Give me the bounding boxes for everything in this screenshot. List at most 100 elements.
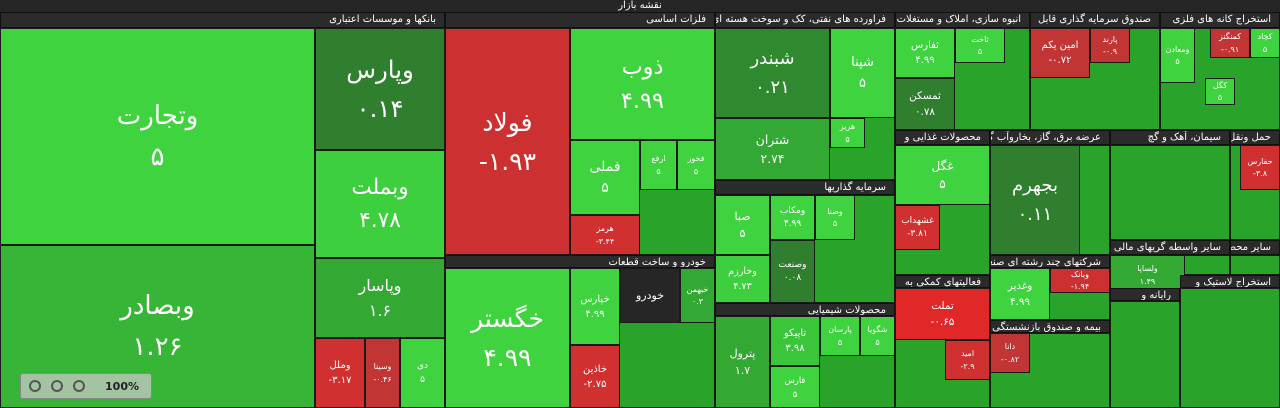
- stock-change: ۵: [656, 166, 661, 176]
- stock-tile: خاذین -۲.۷۵: [570, 345, 620, 408]
- stock-name: کگل: [1212, 80, 1228, 90]
- stock-tile: کچاد ۵: [1250, 28, 1280, 58]
- stock-tile: فملی ۵: [570, 140, 640, 215]
- sector-header: استخراج کانه های فلزی: [1160, 12, 1280, 28]
- stock-name: وپاسار: [358, 275, 402, 295]
- sector-header: محصولات شیمیایی: [715, 303, 895, 316]
- stock-tile: وپارس ۰.۱۴: [315, 28, 445, 150]
- stock-name: صبا: [734, 209, 751, 223]
- zoom-level: 100%: [105, 380, 139, 393]
- stock-change: ۴.۹۹: [585, 308, 605, 320]
- sector-header: صندوق سرمایه گذاری قابل: [1030, 12, 1160, 28]
- stock-change: ۰.۲۱: [755, 76, 790, 98]
- stock-name: ومکاب: [779, 205, 806, 216]
- stock-tile: کگل ۵: [1205, 78, 1235, 105]
- stock-change: -۱.۹۴: [1070, 282, 1090, 292]
- stock-name: وصنعت: [778, 259, 807, 270]
- stock-change: ۰.۱۱: [1017, 203, 1053, 225]
- stock-change: ۳.۹۸: [785, 343, 805, 354]
- zoom-in[interactable]: [29, 380, 41, 392]
- stock-name: وسینا: [373, 362, 392, 372]
- stock-name: ومعادن: [1165, 44, 1190, 54]
- stock-name: وغدیر: [1007, 279, 1033, 292]
- stock-tile: صبا ۵: [715, 195, 770, 255]
- stock-name: امید: [960, 349, 975, 359]
- stock-name: وبانک: [1071, 269, 1089, 279]
- stock-change: ۴.۷۸: [359, 208, 401, 234]
- stock-change: -۳.۴۴: [595, 236, 615, 246]
- zoom-control[interactable]: 100%: [20, 373, 152, 399]
- sector-header: سایر واسطه گریهای مالی: [1110, 240, 1230, 255]
- stock-name: ولساپا: [1137, 264, 1158, 274]
- stock-tile: خبهمن ۰.۳: [680, 268, 715, 323]
- stock-tile: وتجارت ۵: [0, 28, 315, 245]
- stock-tile: وبملت ۴.۷۸: [315, 150, 445, 258]
- stock-name: دی: [416, 361, 429, 372]
- stock-tile: ثاخت ۵: [955, 28, 1005, 63]
- stock-name: پارند: [1102, 34, 1118, 44]
- stock-change: ۴.۹۹: [620, 88, 665, 115]
- stock-tile: شبندر ۰.۲۱: [715, 28, 830, 118]
- zoom-reset[interactable]: [73, 380, 85, 392]
- stock-tile: شتران ۲.۷۴: [715, 118, 830, 180]
- sector-header: شرکتهای چند رشته ای صنعتی: [990, 255, 1110, 268]
- stock-tile: ومعادن ۵: [1160, 28, 1195, 83]
- stock-tile: خودرو: [620, 268, 680, 323]
- sector-header: انبوه سازی، املاک و مستغلات: [895, 12, 1030, 28]
- stock-name: غشهداب: [901, 215, 934, 226]
- sector-header: خودرو و ساخت قطعات: [445, 255, 715, 268]
- stock-tile: فخوز ۵: [677, 140, 715, 190]
- stock-tile: هرمز -۳.۴۴: [570, 215, 640, 255]
- stock-tile: امین یکم -۰.۷۲: [1030, 28, 1090, 78]
- stock-tile: ذوب ۴.۹۹: [570, 28, 715, 140]
- sector-area: [1110, 145, 1230, 240]
- stock-tile: فولاد -۱.۹۳: [445, 28, 570, 255]
- stock-change: ۱.۷: [734, 364, 751, 378]
- stock-tile: غشهداب -۳.۸۱: [895, 205, 940, 250]
- stock-change: ۱.۲۶: [132, 331, 183, 362]
- stock-change: -۱.۹۳: [478, 146, 537, 176]
- stock-change: ۵: [832, 219, 838, 229]
- stock-tile: دی ۵: [400, 338, 445, 408]
- map-title: نقشه بازار: [0, 0, 1280, 12]
- stock-name: خاذین: [582, 363, 608, 375]
- stock-name: وخارزم: [728, 266, 757, 278]
- stock-change: ۵: [150, 141, 165, 172]
- stock-change: ۵: [792, 388, 798, 399]
- sector-area: [1180, 288, 1280, 408]
- stock-change: ۵: [739, 227, 746, 241]
- stock-change: ۴.۹۹: [1009, 296, 1031, 309]
- stock-change: ۰.۱۴: [356, 93, 404, 123]
- stock-change: ۵: [1217, 93, 1223, 103]
- stock-tile: فارس ۵: [770, 366, 820, 408]
- stock-name: وبصادر: [120, 291, 195, 322]
- stock-change: -۰.۴۶: [373, 374, 392, 384]
- stock-name: شبندر: [750, 48, 795, 70]
- stock-change: ۴.۷۳: [733, 280, 752, 292]
- stock-change: ۵: [977, 47, 983, 57]
- zoom-out[interactable]: [51, 380, 63, 392]
- stock-tile: پترول ۱.۷: [715, 316, 770, 408]
- stock-change: ۵: [693, 166, 699, 176]
- stock-change: ۰.۳: [691, 297, 704, 307]
- stock-name: خبهمن: [686, 284, 709, 294]
- stock-tile: امید -۲.۹: [945, 340, 990, 380]
- stock-change: ۵: [1175, 57, 1180, 67]
- sector-header: حمل ونقل، انباردای: [1230, 130, 1280, 145]
- stock-change: ۲.۷۴: [760, 151, 785, 167]
- stock-change: -۰.۷۲: [1048, 55, 1072, 66]
- stock-name: تملت: [931, 299, 954, 312]
- stock-tile: خگستر ۴.۹۹: [445, 268, 570, 408]
- stock-name: کمنگنز: [1218, 32, 1242, 42]
- stock-tile: وپاسار ۱.۶: [315, 258, 445, 338]
- stock-name: فارس: [784, 375, 806, 386]
- stock-change: -۰.۹: [1102, 47, 1118, 57]
- stock-name: شگویا: [867, 325, 888, 335]
- sector-header: استخراج لاستیک و: [1180, 275, 1280, 288]
- sector-area: [1110, 301, 1180, 408]
- stock-name: خپارس: [580, 293, 610, 305]
- stock-change: ۴.۹۹: [483, 343, 532, 372]
- stock-name: خگستر: [471, 304, 544, 333]
- stock-tile: پارند -۰.۹: [1090, 28, 1130, 63]
